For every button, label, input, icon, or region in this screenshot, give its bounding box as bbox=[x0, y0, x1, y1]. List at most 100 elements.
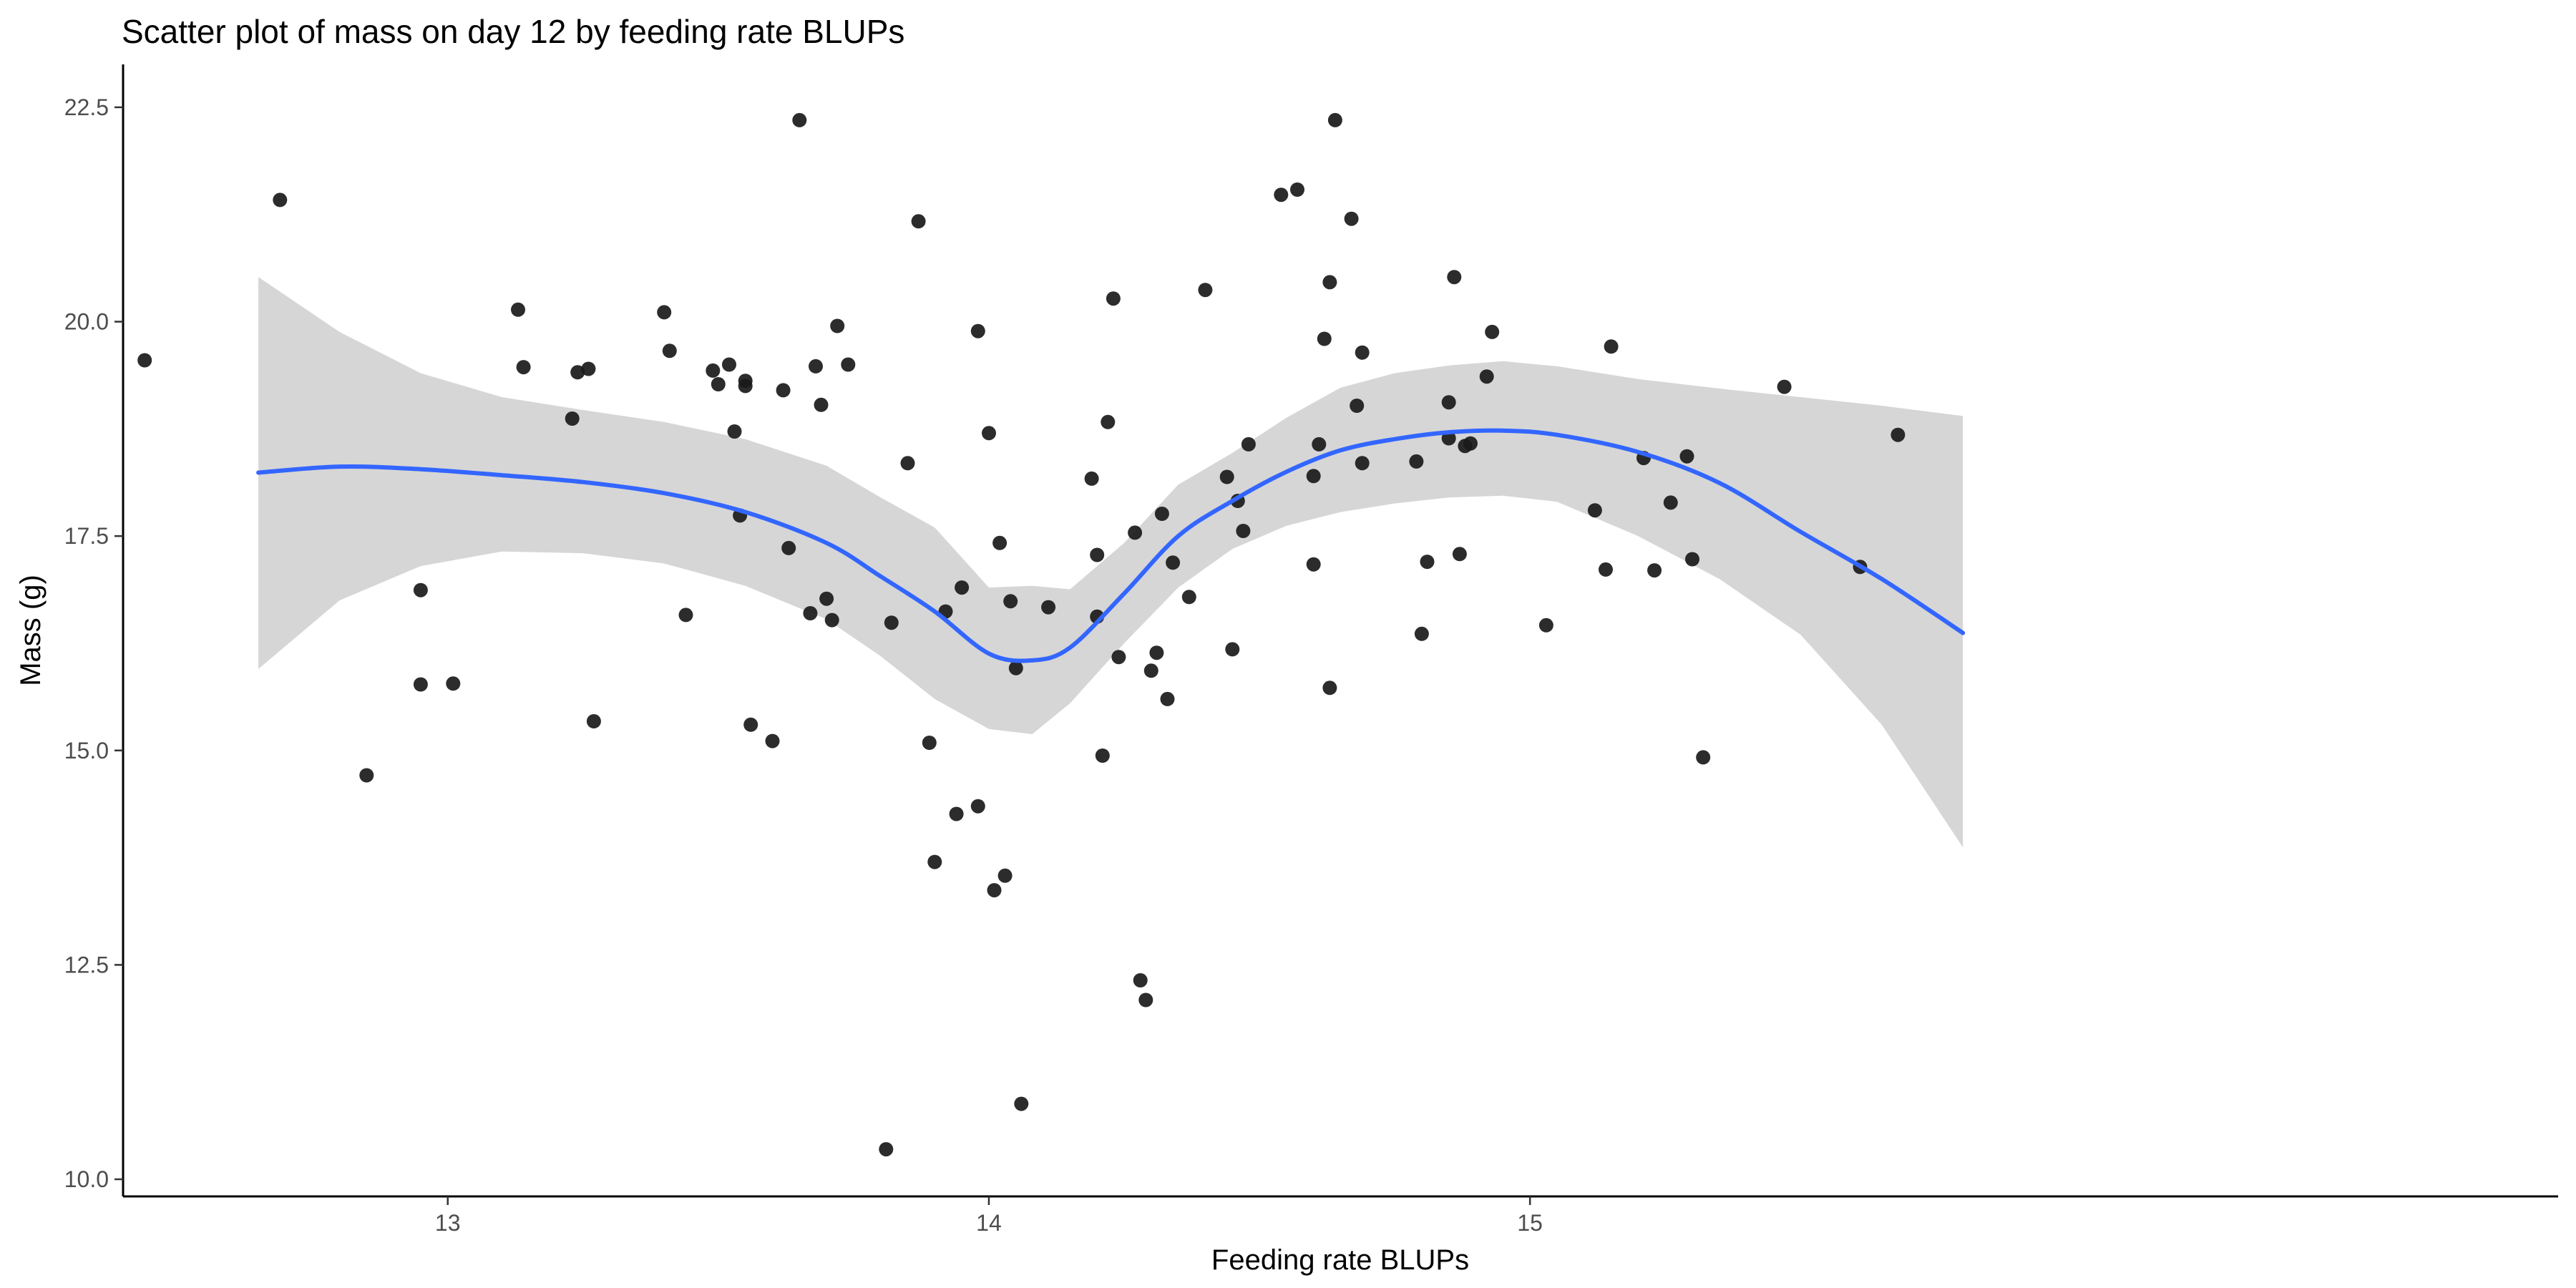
data-point bbox=[841, 357, 856, 372]
data-point bbox=[900, 456, 915, 471]
data-point bbox=[1149, 645, 1164, 660]
data-point bbox=[1160, 691, 1175, 706]
data-point bbox=[1538, 618, 1553, 633]
data-point bbox=[1322, 680, 1337, 696]
data-point bbox=[809, 358, 823, 374]
data-point bbox=[1485, 324, 1500, 339]
data-point bbox=[949, 806, 964, 821]
data-point bbox=[1014, 1096, 1029, 1111]
data-point bbox=[1181, 590, 1196, 605]
data-point bbox=[987, 883, 1002, 898]
data-point bbox=[137, 353, 152, 368]
confidence-band-layer bbox=[258, 277, 1963, 848]
x-axis-ticks: 13 14 15 bbox=[435, 1196, 1543, 1236]
data-point bbox=[1452, 547, 1467, 562]
data-point bbox=[678, 608, 693, 623]
data-point bbox=[1090, 547, 1105, 562]
data-point bbox=[824, 613, 839, 628]
data-point bbox=[1344, 211, 1359, 226]
points-layer bbox=[137, 112, 1906, 1157]
data-point bbox=[1219, 469, 1234, 484]
data-point bbox=[413, 677, 428, 692]
data-point bbox=[819, 591, 834, 606]
data-point bbox=[1138, 992, 1153, 1008]
data-point bbox=[879, 1142, 894, 1157]
y-axis-ticks: 10.0 12.5 15.0 17.5 20.0 22.5 bbox=[64, 94, 123, 1192]
y-tick-label: 20.0 bbox=[64, 309, 109, 335]
data-point bbox=[997, 868, 1013, 883]
data-point bbox=[1420, 555, 1435, 570]
data-point bbox=[927, 854, 942, 869]
data-point bbox=[1647, 563, 1662, 578]
data-point bbox=[1409, 454, 1424, 469]
data-point bbox=[1447, 270, 1462, 285]
data-point bbox=[706, 363, 721, 378]
data-point bbox=[1327, 112, 1342, 127]
data-point bbox=[884, 615, 899, 630]
y-tick-label: 10.0 bbox=[64, 1166, 109, 1192]
data-point bbox=[1008, 660, 1023, 675]
data-point bbox=[1414, 626, 1429, 641]
data-point bbox=[1241, 436, 1256, 452]
data-point bbox=[1111, 650, 1126, 665]
x-tick-label: 15 bbox=[1517, 1210, 1543, 1236]
data-point bbox=[1355, 345, 1370, 360]
data-point bbox=[516, 360, 531, 375]
data-point bbox=[1322, 275, 1337, 290]
y-tick-label: 17.5 bbox=[64, 523, 109, 549]
data-point bbox=[413, 582, 428, 597]
y-axis-title: Mass (g) bbox=[15, 575, 47, 686]
x-tick-label: 14 bbox=[976, 1210, 1002, 1236]
data-point bbox=[911, 214, 926, 229]
data-point bbox=[1441, 395, 1456, 410]
data-point bbox=[1084, 471, 1099, 486]
data-point bbox=[1225, 642, 1240, 657]
data-point bbox=[1095, 748, 1110, 763]
data-point bbox=[581, 361, 596, 376]
data-point bbox=[765, 733, 780, 748]
data-point bbox=[359, 768, 374, 783]
data-point bbox=[1312, 436, 1327, 452]
data-point bbox=[570, 365, 585, 380]
data-point bbox=[1128, 525, 1143, 540]
data-point bbox=[1890, 427, 1906, 442]
data-point bbox=[1317, 331, 1332, 346]
data-point bbox=[781, 540, 796, 555]
data-point bbox=[1236, 524, 1251, 538]
data-point bbox=[1587, 503, 1602, 518]
y-tick-label: 12.5 bbox=[64, 952, 109, 977]
data-point bbox=[1685, 552, 1699, 567]
data-point bbox=[727, 424, 742, 439]
data-point bbox=[814, 397, 829, 412]
data-point bbox=[992, 535, 1008, 550]
data-point bbox=[1041, 600, 1056, 615]
data-point bbox=[662, 343, 677, 358]
data-point bbox=[722, 357, 736, 372]
data-point bbox=[1599, 562, 1613, 577]
data-point bbox=[711, 377, 726, 391]
data-point bbox=[586, 714, 601, 728]
data-point bbox=[982, 426, 996, 441]
data-point bbox=[1106, 291, 1121, 306]
y-tick-label: 15.0 bbox=[64, 738, 109, 763]
data-point bbox=[1133, 973, 1148, 987]
data-point bbox=[1777, 379, 1792, 394]
data-point bbox=[776, 383, 791, 398]
x-axis-title: Feeding rate BLUPs bbox=[1211, 1244, 1469, 1276]
data-point bbox=[1143, 663, 1158, 678]
data-point bbox=[1479, 369, 1494, 384]
data-point bbox=[1355, 456, 1370, 471]
data-point bbox=[955, 580, 970, 595]
data-point bbox=[446, 676, 461, 691]
data-point bbox=[1003, 594, 1018, 609]
data-point bbox=[1463, 436, 1478, 451]
y-tick-label: 22.5 bbox=[64, 94, 109, 120]
data-point bbox=[792, 112, 807, 127]
data-point bbox=[1166, 555, 1181, 570]
data-point bbox=[970, 323, 985, 338]
chart-title: Scatter plot of mass on day 12 by feedin… bbox=[122, 13, 904, 50]
data-point bbox=[830, 318, 845, 333]
data-point bbox=[743, 717, 758, 732]
data-point bbox=[1198, 283, 1213, 298]
